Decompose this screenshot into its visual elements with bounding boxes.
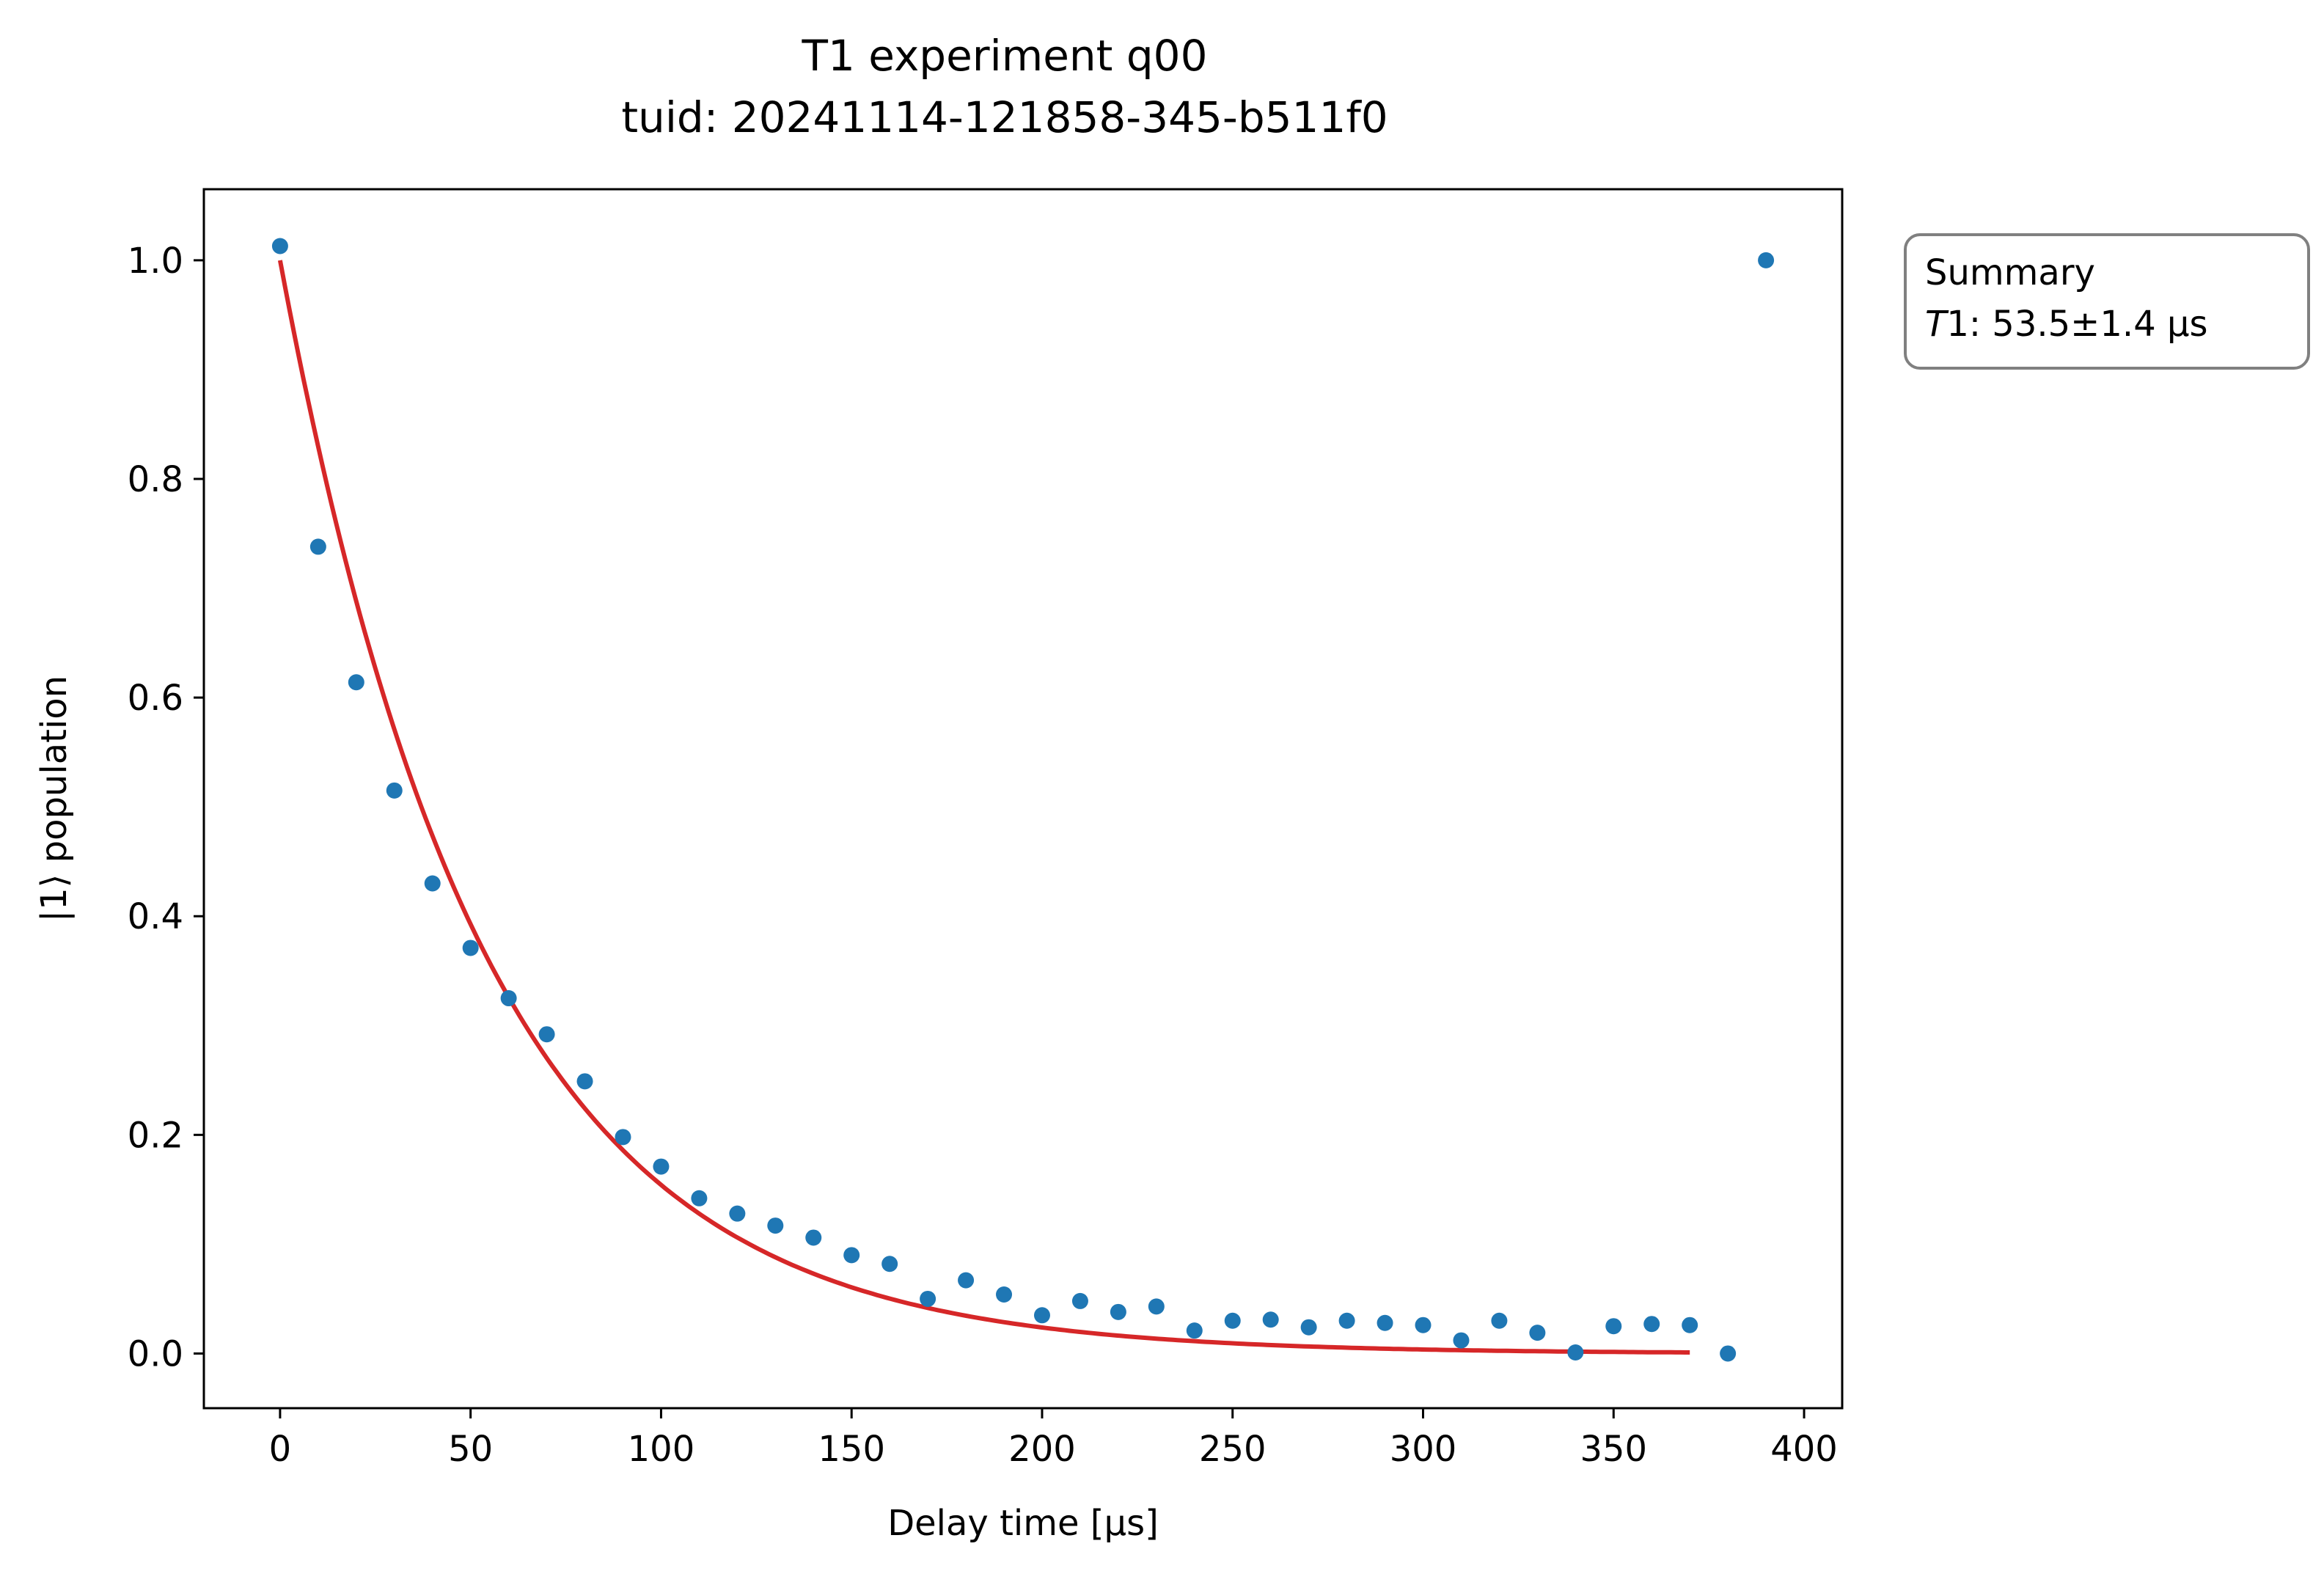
x-tick-label: 300 bbox=[1390, 1429, 1457, 1470]
data-point bbox=[1491, 1312, 1508, 1329]
data-point bbox=[843, 1247, 860, 1264]
data-point bbox=[653, 1158, 670, 1175]
data-point bbox=[386, 782, 403, 799]
data-point bbox=[1643, 1316, 1660, 1333]
x-axis-ticks: 0 50 100 150 200 250 300 350 400 bbox=[269, 1408, 1838, 1470]
data-point bbox=[1682, 1316, 1698, 1333]
axes-frame bbox=[202, 188, 1844, 1410]
summary-heading: Summary bbox=[1925, 252, 2095, 293]
data-point bbox=[1338, 1312, 1355, 1329]
data-point bbox=[996, 1286, 1013, 1303]
x-tick-label: 0 bbox=[269, 1429, 292, 1470]
data-point bbox=[462, 940, 479, 956]
x-tick-label: 250 bbox=[1199, 1429, 1267, 1470]
data-point bbox=[1071, 1292, 1088, 1309]
chart-subtitle: tuid: 20241114-121858-345-b511f0 bbox=[621, 92, 1388, 142]
x-tick-label: 100 bbox=[628, 1429, 695, 1470]
data-point bbox=[920, 1290, 936, 1307]
y-tick-label: 0.4 bbox=[128, 896, 183, 937]
scatter-points bbox=[271, 238, 1775, 1362]
data-point bbox=[1148, 1298, 1165, 1315]
summary-box: Summary T1: 53.5±1.4 µs bbox=[1904, 233, 2310, 370]
x-tick-label: 350 bbox=[1580, 1429, 1647, 1470]
data-point bbox=[271, 238, 288, 254]
data-point bbox=[1415, 1316, 1432, 1333]
data-point bbox=[1110, 1303, 1126, 1320]
data-point bbox=[1224, 1312, 1241, 1329]
plot-area: 0 50 100 150 200 250 300 350 400 0.0 0.2 0.4 0.6 0.8… bbox=[128, 188, 1844, 1470]
data-point bbox=[958, 1272, 975, 1289]
y-tick-label: 0.2 bbox=[128, 1115, 183, 1156]
data-point bbox=[348, 674, 364, 691]
data-point bbox=[1262, 1311, 1279, 1328]
data-point bbox=[1758, 252, 1775, 268]
summary-t1-symbol: T bbox=[1925, 304, 1949, 345]
x-tick-label: 400 bbox=[1770, 1429, 1838, 1470]
x-tick-label: 150 bbox=[818, 1429, 885, 1470]
data-point bbox=[615, 1129, 631, 1146]
data-point bbox=[1720, 1345, 1737, 1362]
x-axis-label: Delay time [µs] bbox=[887, 1503, 1159, 1544]
data-point bbox=[309, 538, 326, 555]
chart-title: T1 experiment q00 bbox=[802, 31, 1208, 81]
data-point bbox=[1377, 1314, 1393, 1331]
data-point bbox=[729, 1205, 746, 1222]
summary-box-frame bbox=[1904, 233, 2310, 370]
data-point bbox=[1529, 1325, 1546, 1341]
y-tick-label: 0.8 bbox=[128, 459, 183, 500]
y-axis-ticks: 0.0 0.2 0.4 0.6 0.8 1.0 bbox=[128, 241, 204, 1374]
data-point bbox=[1605, 1318, 1622, 1335]
fit-curve bbox=[277, 260, 1690, 1355]
data-point bbox=[1033, 1307, 1050, 1324]
data-point bbox=[1186, 1322, 1203, 1339]
data-point bbox=[767, 1217, 784, 1234]
data-point bbox=[576, 1073, 593, 1090]
data-point bbox=[805, 1229, 822, 1246]
y-axis-label: |1⟩ population bbox=[34, 675, 75, 922]
data-point bbox=[1453, 1332, 1470, 1349]
y-tick-label: 0.6 bbox=[128, 678, 183, 719]
y-tick-label: 0.0 bbox=[128, 1333, 183, 1374]
summary-t1-line: T1: 53.5±1.4 µs bbox=[1925, 304, 2208, 345]
data-point bbox=[691, 1190, 708, 1206]
data-point bbox=[1567, 1344, 1584, 1361]
data-point bbox=[424, 875, 441, 892]
data-point bbox=[1300, 1319, 1317, 1336]
data-point bbox=[538, 1026, 555, 1043]
x-tick-label: 50 bbox=[448, 1429, 493, 1470]
data-point bbox=[500, 990, 517, 1007]
data-point bbox=[881, 1256, 898, 1272]
x-tick-label: 200 bbox=[1008, 1429, 1076, 1470]
y-tick-label: 1.0 bbox=[128, 241, 183, 282]
summary-t1-value: 1: 53.5±1.4 µs bbox=[1946, 304, 2207, 345]
fit-layer bbox=[277, 260, 1690, 1355]
